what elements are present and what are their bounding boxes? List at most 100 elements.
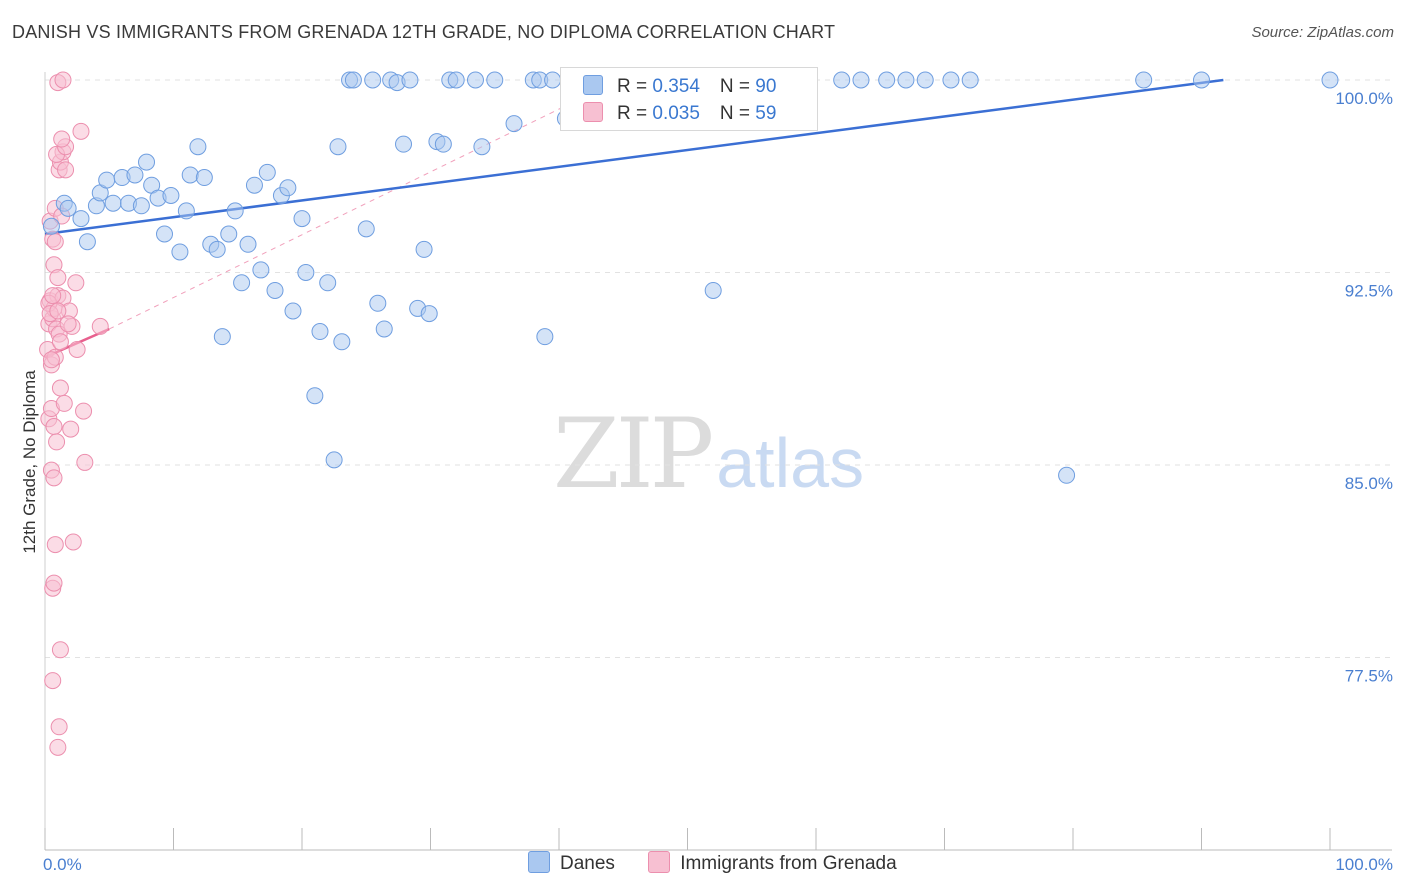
data-points <box>39 71 1339 756</box>
grenada-r-value: 0.035 <box>652 103 700 124</box>
axes <box>44 72 1392 851</box>
grenada-point <box>64 533 82 551</box>
grenada-point <box>46 536 64 554</box>
danes-point <box>473 138 491 156</box>
legend-label-danes: Danes <box>560 853 615 874</box>
grenada-point <box>91 317 109 335</box>
danes-point <box>171 243 189 261</box>
grenada-point <box>53 130 71 148</box>
danes-point <box>78 233 96 251</box>
danes-swatch <box>583 75 603 95</box>
watermark: ZIPatlas <box>553 398 864 510</box>
danes-point <box>220 225 238 243</box>
grenada-point <box>46 233 64 251</box>
danes-point <box>181 166 199 184</box>
legend-swatch-grenada <box>648 851 671 873</box>
danes-point <box>59 199 77 217</box>
danes-point <box>156 225 174 243</box>
danes-point <box>1193 71 1210 89</box>
grenada-point <box>51 333 69 351</box>
grenada-point <box>42 351 60 369</box>
danes-point <box>233 274 251 292</box>
grenada-point <box>57 161 75 179</box>
danes-point <box>258 163 276 181</box>
grenada-point <box>67 274 85 292</box>
grenada-point <box>76 453 94 471</box>
danes-point <box>1135 71 1153 89</box>
danes-point <box>311 323 329 341</box>
danes-point <box>279 179 297 197</box>
x-tick-label: 100.0% <box>1335 855 1393 874</box>
danes-point <box>319 274 337 292</box>
grenada-point <box>45 574 63 592</box>
danes-point <box>42 217 60 235</box>
danes-point <box>344 71 362 89</box>
danes-point <box>369 294 387 312</box>
danes-point <box>852 71 870 89</box>
danes-point <box>434 135 452 153</box>
danes-point <box>226 202 244 220</box>
danes-point <box>325 451 343 469</box>
danes-point <box>177 202 195 220</box>
danes-point <box>916 71 934 89</box>
danes-point <box>364 71 382 89</box>
danes-point <box>293 210 311 228</box>
danes-point <box>104 194 122 212</box>
danes-point <box>306 387 324 405</box>
danes-point <box>208 240 226 258</box>
danes-point <box>239 235 257 253</box>
danes-point <box>138 153 156 171</box>
legend-label-grenada: Immigrants from Grenada <box>680 853 897 874</box>
danes-point <box>833 71 851 89</box>
danes-point <box>942 71 960 89</box>
grenada-point <box>59 315 77 333</box>
danes-point <box>420 305 438 323</box>
danes-point <box>284 302 302 320</box>
legend-item-grenada[interactable]: Immigrants from Grenada <box>648 851 897 875</box>
grenada-point <box>48 433 66 451</box>
grenada-n-label: N = <box>719 103 756 124</box>
danes-point <box>333 333 351 351</box>
danes-point <box>897 71 915 89</box>
danes-point <box>98 171 116 189</box>
danes-point <box>252 261 270 279</box>
grenada-point <box>49 302 67 320</box>
danes-point <box>195 169 213 187</box>
grenada-point <box>45 469 63 487</box>
danes-point <box>401 71 419 89</box>
danes-point <box>878 71 896 89</box>
danes-point <box>375 320 393 338</box>
grenada-point <box>49 269 67 287</box>
grenada-point <box>55 394 73 412</box>
grenada-swatch <box>583 102 603 122</box>
danes-point <box>72 210 90 228</box>
watermark-zip: ZIP <box>553 398 714 510</box>
grenada-point <box>49 738 67 756</box>
grenada-n-value: 59 <box>755 103 777 124</box>
grenada-point <box>75 402 93 420</box>
danes-point <box>126 166 144 184</box>
grenada-point <box>51 641 69 659</box>
danes-point <box>544 71 562 89</box>
y-axis-title: 12th Grade, No Diploma <box>20 370 39 554</box>
grenada-point <box>50 718 68 736</box>
danes-point <box>704 281 722 299</box>
danes-point <box>395 135 413 153</box>
danes-point <box>1321 71 1339 89</box>
danes-point <box>357 220 375 238</box>
danes-point <box>132 197 150 215</box>
y-tick-label: 100.0% <box>1335 89 1393 108</box>
danes-r-value: 0.354 <box>652 76 700 97</box>
danes-point <box>466 71 484 89</box>
legend-row-danes: R = 0.354 N = 90 <box>583 75 776 99</box>
grenada-point <box>45 418 63 435</box>
y-tick-label: 92.5% <box>1345 282 1393 301</box>
danes-point <box>505 115 523 133</box>
legend-swatch-danes <box>528 851 550 873</box>
legend-item-danes[interactable]: Danes <box>528 851 615 875</box>
grenada-point <box>62 420 80 438</box>
grenada-r-label: R = <box>617 103 653 124</box>
watermark-atlas: atlas <box>716 424 865 502</box>
grenada-point <box>44 672 62 690</box>
danes-point <box>329 138 347 156</box>
